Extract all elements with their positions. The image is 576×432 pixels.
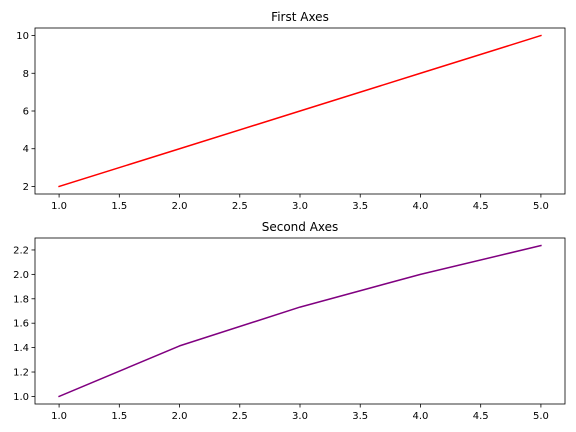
axes-title: First Axes: [271, 10, 329, 24]
x-tick-label: 5.0: [533, 201, 549, 212]
x-tick-label: 4.5: [473, 201, 489, 212]
series-line: [58, 244, 542, 398]
series-line: [58, 34, 542, 188]
y-tick-label: 2.2: [13, 245, 29, 256]
y-tick-label: 1.4: [13, 343, 29, 354]
x-tick-label: 3.0: [292, 201, 308, 212]
x-tick-label: 2.0: [172, 201, 188, 212]
x-tick-label: 3.5: [352, 411, 368, 422]
y-tick-label: 1.8: [13, 294, 29, 305]
axes-frame: [34, 237, 566, 405]
axes-title: Second Axes: [262, 220, 339, 234]
x-tick-label: 1.5: [111, 201, 127, 212]
y-tick-label: 2: [23, 182, 29, 193]
x-tick-label: 2.5: [232, 201, 248, 212]
axes-1: First Axes 1.0 1.5 2.0 2.5 3.0 3.5 4.0 4.5 5.0 2 4 6…: [16, 10, 566, 212]
x-tick-label: 3.5: [352, 201, 368, 212]
x-tick-label: 5.0: [533, 411, 549, 422]
y-tick-label: 8: [23, 69, 29, 80]
x-tick-label: 4.5: [473, 411, 489, 422]
y-tick-label: 4: [23, 144, 29, 155]
y-tick-label: 1.0: [13, 392, 29, 403]
y-tick-label: 2.0: [13, 270, 29, 281]
x-tick-label: 2.5: [232, 411, 248, 422]
y-tick-label: 1.6: [13, 319, 29, 330]
x-tick-label: 2.0: [172, 411, 188, 422]
x-tick-label: 1.5: [111, 411, 127, 422]
y-tick-label: 6: [23, 107, 29, 118]
x-tick-label: 4.0: [413, 411, 429, 422]
x-tick-label: 4.0: [413, 201, 429, 212]
y-tick-label: 10: [16, 31, 29, 42]
x-tick-label: 1.0: [51, 411, 67, 422]
axes-2: Second Axes 1.0 1.5 2.0 2.5 3.0 3.5 4.0 4.5 5.0 1.…: [13, 220, 566, 422]
x-tick-label: 3.0: [292, 411, 308, 422]
y-tick-label: 1.2: [13, 368, 29, 379]
axes-frame: [34, 27, 566, 195]
x-tick-label: 1.0: [51, 201, 67, 212]
